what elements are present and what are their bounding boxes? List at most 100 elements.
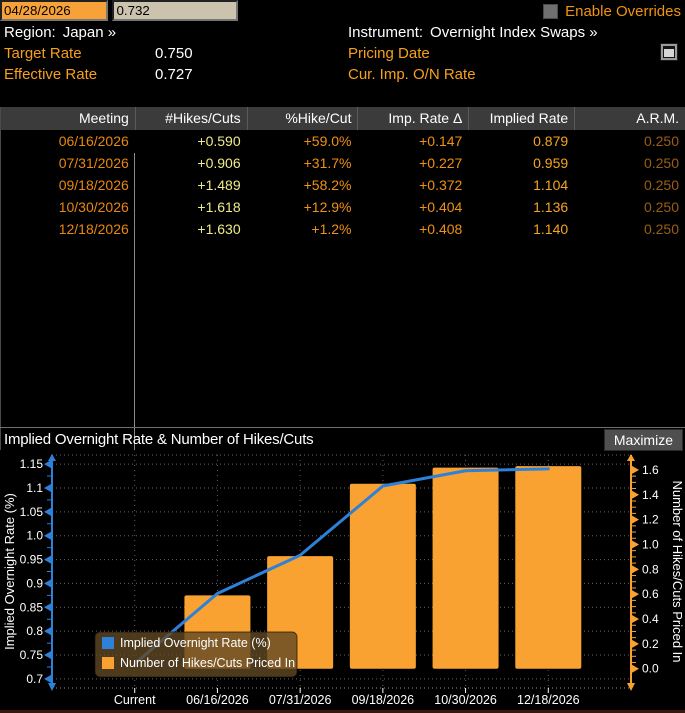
chart-legend: Implied Overnight Rate (%) Number of Hike… (94, 631, 298, 678)
instrument-label: Instrument: (348, 24, 424, 41)
enable-overrides-checkbox[interactable] (543, 4, 559, 19)
svg-text:1.4: 1.4 (642, 488, 659, 502)
svg-text:1.0: 1.0 (642, 537, 659, 551)
col-header-meeting[interactable]: Meeting (78, 110, 129, 126)
col-header-hikes-cuts[interactable]: #Hikes/Cuts (134, 107, 247, 130)
table-cell: +0.147 (419, 133, 463, 149)
x-axis: Current 06/16/2026 07/31/2026 09/18/2026 10/… (114, 688, 580, 707)
svg-text:1.2: 1.2 (642, 513, 659, 527)
calendar-icon[interactable] (660, 43, 678, 61)
table-cell: +31.7% (303, 155, 352, 171)
table-cell: 0.250 (643, 177, 680, 193)
svg-text:0.6: 0.6 (642, 587, 659, 601)
col-header-imp-rate-delta[interactable]: Imp. Rate Δ (357, 107, 468, 130)
table-cell: 1.140 (533, 221, 569, 237)
svg-text:0.2: 0.2 (642, 637, 659, 651)
maximize-button[interactable]: Maximize (603, 429, 683, 451)
svg-text:Implied Overnight Rate (%): Implied Overnight Rate (%) (120, 636, 271, 650)
svg-text:Current: Current (114, 693, 156, 707)
left-axis: 0.7 0.75 0.8 0.85 0.9 0.95 1.0 1.05 1.1 1.15 Impli… (2, 454, 56, 691)
svg-text:1.05: 1.05 (20, 505, 44, 519)
table-cell: +59.0% (303, 133, 352, 149)
table-cell: +0.906 (197, 155, 241, 171)
bottom-strip (0, 710, 685, 713)
table-row[interactable]: 10/30/2026 +1.618 +12.9% +0.404 1.136 0.250 (1, 196, 685, 218)
meetings-table: Meeting #Hikes/Cuts %Hike/Cut Imp. Rate … (0, 107, 685, 450)
table-cell: +58.2% (303, 177, 352, 193)
cur-imp-rate-label: Cur. Imp. O/N Rate (348, 66, 476, 83)
col-header-pct-hike-cut[interactable]: %Hike/Cut (246, 107, 358, 130)
effective-rate-label: Effective Rate (4, 66, 98, 83)
svg-text:Number of Hikes/Cuts Priced In: Number of Hikes/Cuts Priced In (670, 480, 685, 662)
table-body: 06/16/2026 +0.590 +59.0% +0.147 0.879 0.250 07… (1, 130, 685, 450)
table-cell: 0.250 (643, 133, 680, 149)
svg-text:06/16/2026: 06/16/2026 (186, 693, 249, 707)
section-divider (0, 427, 685, 428)
enable-overrides-row: Enable Overrides (543, 3, 681, 20)
implied-rate-line (133, 467, 550, 666)
table-cell: 07/31/2026 (58, 155, 129, 171)
table-cell: 1.104 (533, 177, 569, 193)
svg-text:07/31/2026: 07/31/2026 (269, 693, 332, 707)
table-row[interactable]: 09/18/2026 +1.489 +58.2% +0.372 1.104 0.250 (1, 174, 685, 196)
svg-text:10/30/2026: 10/30/2026 (434, 693, 497, 707)
svg-text:09/18/2026: 09/18/2026 (352, 693, 415, 707)
table-cell: 1.136 (533, 199, 569, 215)
enable-overrides-label: Enable Overrides (565, 3, 681, 20)
target-rate-label: Target Rate (4, 45, 82, 62)
col-header-arm[interactable]: A.R.M. (574, 107, 685, 130)
implied-rate-chart: 0.7 0.75 0.8 0.85 0.9 0.95 1.0 1.05 1.1 1.15 Impli… (2, 454, 685, 707)
region-label: Region: (4, 24, 56, 41)
table-row[interactable]: 07/31/2026 +0.906 +31.7% +0.227 0.959 0.250 (1, 152, 685, 174)
chart-titlebar: Implied Overnight Rate & Number of Hikes… (0, 428, 685, 452)
pricing-date-label: Pricing Date (348, 45, 430, 62)
table-header-row: Meeting #Hikes/Cuts %Hike/Cut Imp. Rate … (1, 107, 685, 130)
svg-text:1.0: 1.0 (26, 529, 43, 543)
svg-text:0.9: 0.9 (26, 576, 43, 590)
table-cell: +1.489 (197, 177, 241, 193)
table-cell: 0.879 (533, 133, 569, 149)
cur-imp-rate-input[interactable] (112, 0, 239, 21)
table-cell: +0.372 (419, 177, 463, 193)
table-cell: 0.959 (533, 155, 569, 171)
table-row[interactable]: 12/18/2026 +1.630 +1.2% +0.408 1.140 0.250 (1, 218, 685, 240)
svg-text:0.85: 0.85 (20, 600, 44, 614)
region-value[interactable]: Japan » (62, 24, 117, 41)
region-link[interactable]: Region: Japan » (4, 24, 116, 42)
table-cell: +0.404 (419, 199, 463, 215)
table-cell: 0.250 (643, 199, 680, 215)
table-cell: 09/18/2026 (58, 177, 129, 193)
table-cell: +1.630 (197, 221, 241, 237)
calendar-glyph (663, 46, 675, 58)
table-cell: +0.408 (419, 221, 463, 237)
svg-text:Implied Overnight Rate (%): Implied Overnight Rate (%) (2, 493, 17, 650)
svg-text:1.1: 1.1 (26, 481, 43, 495)
table-row[interactable]: 06/16/2026 +0.590 +59.0% +0.147 0.879 0.250 (1, 130, 685, 152)
svg-text:0.75: 0.75 (20, 648, 44, 662)
table-cell: +1.2% (311, 221, 352, 237)
svg-text:0.8: 0.8 (642, 562, 659, 576)
col-header-implied-rate[interactable]: Implied Rate (468, 107, 574, 130)
instrument-value[interactable]: Overnight Index Swaps » (430, 24, 598, 41)
target-rate-value: 0.750 (155, 45, 193, 62)
svg-text:0.7: 0.7 (26, 672, 43, 686)
svg-text:Number of Hikes/Cuts Priced In: Number of Hikes/Cuts Priced In (120, 656, 295, 670)
instrument-link[interactable]: Instrument: Overnight Index Swaps » (348, 24, 598, 42)
svg-text:12/18/2026: 12/18/2026 (517, 693, 580, 707)
table-cell: 12/18/2026 (58, 221, 129, 237)
table-cell: 0.250 (643, 221, 680, 237)
table-cell: 06/16/2026 (58, 133, 129, 149)
svg-text:1.15: 1.15 (20, 457, 44, 471)
svg-text:1.6: 1.6 (642, 463, 659, 477)
chart-title: Implied Overnight Rate & Number of Hikes… (4, 431, 314, 448)
svg-text:0.0: 0.0 (642, 662, 659, 676)
table-cell: 0.250 (643, 155, 680, 171)
meeting-column-divider (134, 153, 135, 450)
effective-rate-value: 0.727 (155, 66, 193, 83)
right-axis: 0.0 0.2 0.4 0.6 0.8 1.0 1.2 1.4 1.6 Number of Hik… (627, 454, 685, 691)
table-cell: +0.590 (197, 133, 241, 149)
svg-text:0.95: 0.95 (20, 553, 44, 567)
pricing-date-input[interactable] (0, 0, 108, 21)
table-cell: +12.9% (303, 199, 352, 215)
